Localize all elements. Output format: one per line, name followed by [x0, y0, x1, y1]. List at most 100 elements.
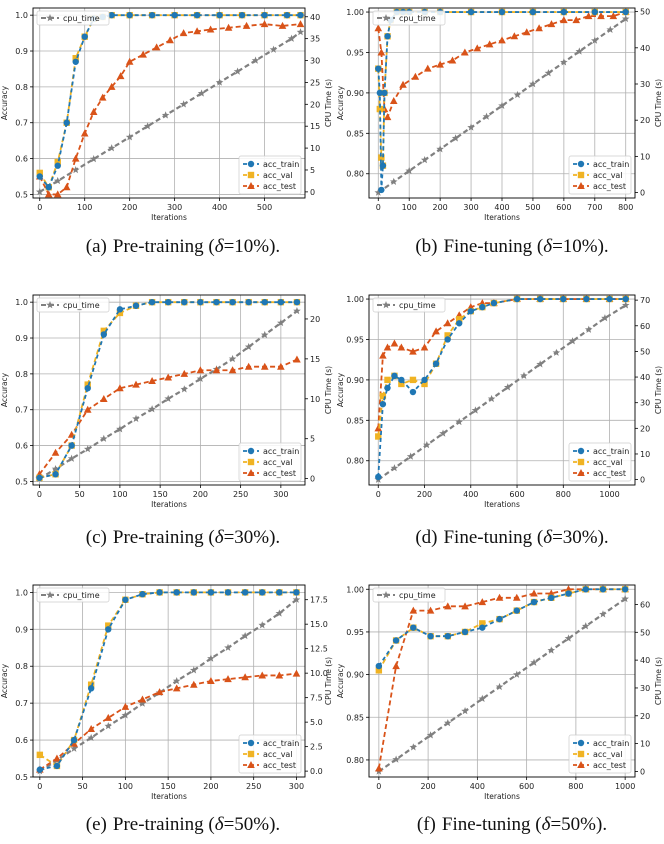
y-tick-label: 0.7	[15, 699, 28, 708]
data-point-acc-test	[423, 64, 432, 72]
legend-label-cpu-time: cpu_time	[399, 14, 436, 23]
data-point-acc-val	[72, 54, 79, 62]
legend-label-acc-test: acc_test	[263, 761, 296, 770]
x-tick-label: 150	[153, 490, 168, 499]
data-point-acc-train	[375, 473, 382, 481]
data-point-acc-train	[381, 89, 388, 97]
data-point-acc-val	[409, 376, 417, 384]
data-point-acc-train	[36, 766, 44, 773]
legend-label-acc-train: acc_train	[263, 160, 299, 169]
legend-label-acc-test: acc_test	[593, 469, 626, 478]
data-point-cpu-time	[581, 622, 590, 630]
y2-tick-label: 7.5	[310, 694, 323, 703]
caption-text: Fine-tuning (	[443, 527, 544, 548]
data-point-cpu-time	[51, 465, 60, 473]
y-tick-label: 0.95	[346, 628, 364, 637]
x-tick-label: 600	[556, 203, 571, 212]
legend-marker-cpu-time	[46, 301, 54, 309]
x-tick-label: 800	[568, 782, 583, 791]
data-point-acc-test	[228, 366, 237, 374]
x-axis-label: Iterations	[484, 500, 520, 509]
legend-marker-cpu-time	[46, 14, 54, 22]
data-point-acc-test	[374, 24, 383, 32]
x-axis-label: Iterations	[484, 213, 520, 222]
data-point-acc-test	[244, 362, 253, 370]
chart-panel: 0 100 200 300 400 500 600 700 8000.800.850.900.9…	[336, 7, 663, 222]
panel-caption: (c) Pre-training (δ=30%).	[33, 527, 333, 549]
data-point-acc-train	[132, 302, 140, 309]
legend-box	[568, 442, 632, 482]
data-point-acc-train	[148, 298, 156, 306]
x-tick-label: 0	[37, 490, 42, 499]
data-point-cpu-time	[244, 342, 253, 351]
y2-tick-label: 0	[310, 188, 315, 197]
data-point-acc-train	[173, 589, 180, 596]
legend-marker-acc-val	[247, 458, 255, 466]
data-point-acc-test	[51, 448, 60, 456]
series-acc-test	[374, 295, 630, 432]
y2-tick-label: 0	[310, 475, 315, 484]
data-point-acc-test	[116, 72, 125, 80]
data-point-acc-test	[495, 593, 504, 601]
data-point-acc-train	[622, 8, 629, 16]
legend-accuracy: acc_train acc_val acc_test	[238, 734, 302, 774]
chart-panel: 0 200 400 600 800 1000 0.80 0.85 0.90 0.95 1.00 0 10…	[336, 584, 663, 801]
y-tick-label: 0.90	[346, 671, 364, 680]
y2-tick-label: 40	[640, 373, 650, 382]
data-point-cpu-time	[439, 429, 447, 437]
data-point-acc-train	[84, 385, 91, 392]
data-point-acc-test	[278, 21, 287, 29]
legend-marker-acc-train	[577, 447, 585, 455]
legend-cpu: cpu_time	[36, 297, 110, 313]
data-point-acc-train	[148, 11, 156, 19]
caption-rest: =30%).	[223, 527, 281, 548]
legend-label-acc-train: acc_train	[593, 160, 629, 169]
data-point-acc-test	[530, 589, 538, 597]
x-tick-label: 100	[118, 782, 133, 791]
data-point-cpu-time	[125, 133, 134, 141]
data-point-acc-train	[513, 607, 520, 614]
data-point-acc-train	[297, 11, 304, 19]
data-point-acc-train	[565, 590, 572, 597]
series-acc-train	[375, 295, 629, 481]
series-line-acc-val	[38, 14, 301, 190]
data-point-cpu-time	[224, 643, 232, 651]
data-point-acc-test	[609, 12, 618, 20]
data-point-acc-train	[529, 8, 537, 16]
series-line-acc-train	[39, 301, 297, 479]
data-point-cpu-time	[451, 134, 460, 142]
legend-box	[36, 297, 110, 313]
data-point-acc-train	[105, 626, 112, 633]
data-point-cpu-time	[455, 417, 464, 426]
legend-accuracy: acc_train acc_val acc_test	[568, 155, 632, 195]
data-point-acc-val	[116, 309, 124, 317]
series-acc-test	[35, 20, 305, 198]
data-point-cpu-time	[568, 337, 577, 345]
data-point-acc-train	[224, 589, 232, 596]
legend-box	[372, 10, 446, 26]
legend-label-acc-train: acc_train	[263, 447, 299, 456]
data-point-acc-train	[100, 331, 108, 338]
data-point-cpu-time	[116, 425, 124, 433]
legend-marker-cpu-time	[46, 591, 54, 599]
y2-tick-label: 40	[640, 656, 650, 665]
data-point-acc-val	[105, 622, 112, 629]
y2-tick-label: 60	[640, 322, 650, 331]
y2-tick-label: 2.5	[310, 743, 323, 752]
y-tick-label: 0.5	[15, 477, 28, 486]
legend-label-acc-val: acc_val	[593, 171, 623, 180]
legend-marker-acc-train	[577, 160, 585, 168]
data-point-cpu-time	[180, 385, 189, 393]
x-tick-label: 400	[212, 203, 227, 212]
caption-text: Fine-tuning (	[441, 814, 542, 835]
data-point-acc-train	[68, 442, 75, 449]
data-point-acc-test	[597, 12, 605, 20]
data-point-acc-test	[87, 725, 95, 732]
data-point-cpu-time	[197, 89, 206, 97]
data-point-acc-test	[89, 107, 98, 115]
y2-tick-label: 30	[640, 80, 650, 89]
data-point-cpu-time	[601, 314, 609, 322]
legend-label-cpu-time: cpu_time	[63, 591, 100, 600]
x-tick-label: 250	[233, 490, 248, 499]
caption-delta: δ	[541, 814, 551, 835]
